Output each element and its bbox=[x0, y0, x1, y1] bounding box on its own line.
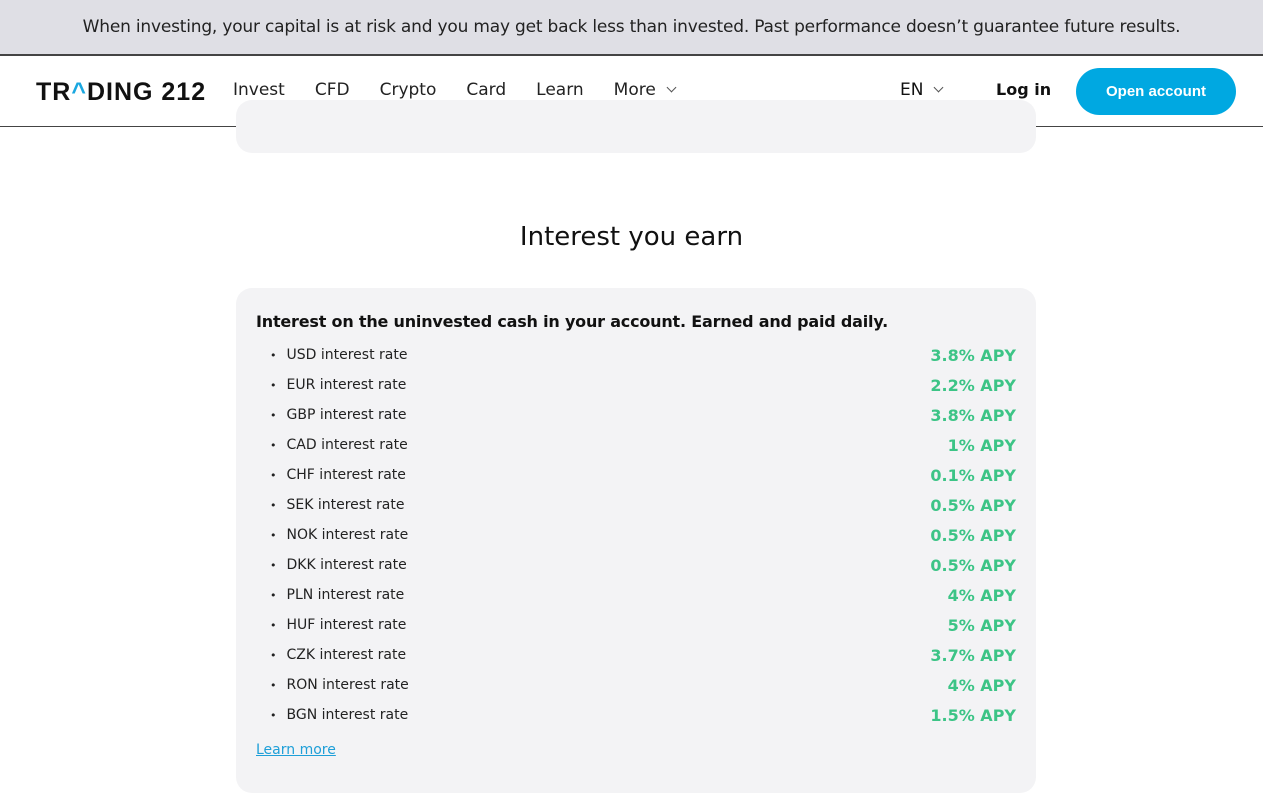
rate-row: CZK interest rate 3.7% APY bbox=[256, 640, 1017, 670]
rate-value: 2.2% APY bbox=[930, 375, 1016, 395]
learn-more-link[interactable]: Learn more bbox=[256, 742, 336, 758]
rate-value: 3.7% APY bbox=[930, 645, 1016, 665]
nav-card[interactable]: Card bbox=[466, 80, 507, 100]
risk-text: When investing, your capital is at risk … bbox=[82, 17, 1181, 37]
nav-crypto[interactable]: Crypto bbox=[379, 80, 437, 100]
rate-label: CAD interest rate bbox=[270, 437, 408, 453]
risk-banner: When investing, your capital is at risk … bbox=[0, 0, 1263, 56]
rate-list: USD interest rate 3.8% APY EUR interest ra… bbox=[256, 340, 1017, 730]
nav-invest[interactable]: Invest bbox=[233, 80, 285, 100]
rate-value: 3.8% APY bbox=[930, 345, 1016, 365]
rate-value: 5% APY bbox=[947, 615, 1016, 635]
nav-more-label: More bbox=[613, 80, 656, 100]
nav-more[interactable]: More bbox=[613, 80, 677, 100]
rate-label: HUF interest rate bbox=[270, 617, 407, 633]
rate-value: 1% APY bbox=[947, 435, 1016, 455]
nav-cfd[interactable]: CFD bbox=[314, 80, 350, 100]
rate-label: NOK interest rate bbox=[270, 527, 409, 543]
rate-row: BGN interest rate 1.5% APY bbox=[256, 700, 1017, 730]
rate-label: DKK interest rate bbox=[270, 557, 407, 573]
header: TR^DING 212 Invest CFD Crypto Card Learn… bbox=[0, 56, 1263, 127]
chevron-down-icon bbox=[666, 82, 677, 93]
nav-learn[interactable]: Learn bbox=[536, 80, 584, 100]
language-label: EN bbox=[900, 80, 924, 100]
logo[interactable]: TR^DING 212 bbox=[36, 78, 206, 107]
interest-card: Interest on the uninvested cash in your … bbox=[236, 288, 1036, 793]
previous-card bbox=[236, 100, 1036, 153]
logo-text: TR bbox=[36, 78, 72, 106]
rate-value: 4% APY bbox=[947, 585, 1016, 605]
rate-value: 0.1% APY bbox=[930, 465, 1016, 485]
rate-label: CZK interest rate bbox=[270, 647, 407, 663]
rate-label: PLN interest rate bbox=[270, 587, 405, 603]
rate-row: DKK interest rate 0.5% APY bbox=[256, 550, 1017, 580]
rate-value: 3.8% APY bbox=[930, 405, 1016, 425]
rate-value: 0.5% APY bbox=[930, 495, 1016, 515]
open-account-button[interactable]: Open account bbox=[1076, 68, 1236, 115]
main-nav: Invest CFD Crypto Card Learn More bbox=[233, 80, 677, 100]
logo-caret: ^ bbox=[71, 78, 87, 106]
rate-value: 4% APY bbox=[947, 675, 1016, 695]
rate-label: BGN interest rate bbox=[270, 707, 409, 723]
login-link[interactable]: Log in bbox=[996, 80, 1052, 99]
rate-row: USD interest rate 3.8% APY bbox=[256, 340, 1017, 370]
rate-value: 0.5% APY bbox=[930, 525, 1016, 545]
rate-label: GBP interest rate bbox=[270, 407, 407, 423]
section-title: Interest you earn bbox=[519, 222, 744, 252]
rate-label: CHF interest rate bbox=[270, 467, 406, 483]
chevron-down-icon bbox=[934, 82, 944, 93]
logo-text: DING 212 bbox=[86, 78, 207, 106]
rate-value: 1.5% APY bbox=[930, 705, 1016, 725]
rate-label: EUR interest rate bbox=[270, 377, 407, 393]
rate-row: EUR interest rate 2.2% APY bbox=[256, 370, 1017, 400]
interest-lead: Interest on the uninvested cash in your … bbox=[256, 312, 888, 331]
rate-row: SEK interest rate 0.5% APY bbox=[256, 490, 1017, 520]
rate-row: PLN interest rate 4% APY bbox=[256, 580, 1017, 610]
rate-row: CAD interest rate 1% APY bbox=[256, 430, 1017, 460]
rate-row: RON interest rate 4% APY bbox=[256, 670, 1017, 700]
rate-value: 0.5% APY bbox=[930, 555, 1016, 575]
rate-label: USD interest rate bbox=[270, 347, 408, 363]
language-selector[interactable]: EN bbox=[900, 80, 944, 100]
rate-row: CHF interest rate 0.1% APY bbox=[256, 460, 1017, 490]
rate-label: SEK interest rate bbox=[270, 497, 405, 513]
rate-row: GBP interest rate 3.8% APY bbox=[256, 400, 1017, 430]
rate-row: NOK interest rate 0.5% APY bbox=[256, 520, 1017, 550]
rate-label: RON interest rate bbox=[270, 677, 409, 693]
rate-row: HUF interest rate 5% APY bbox=[256, 610, 1017, 640]
